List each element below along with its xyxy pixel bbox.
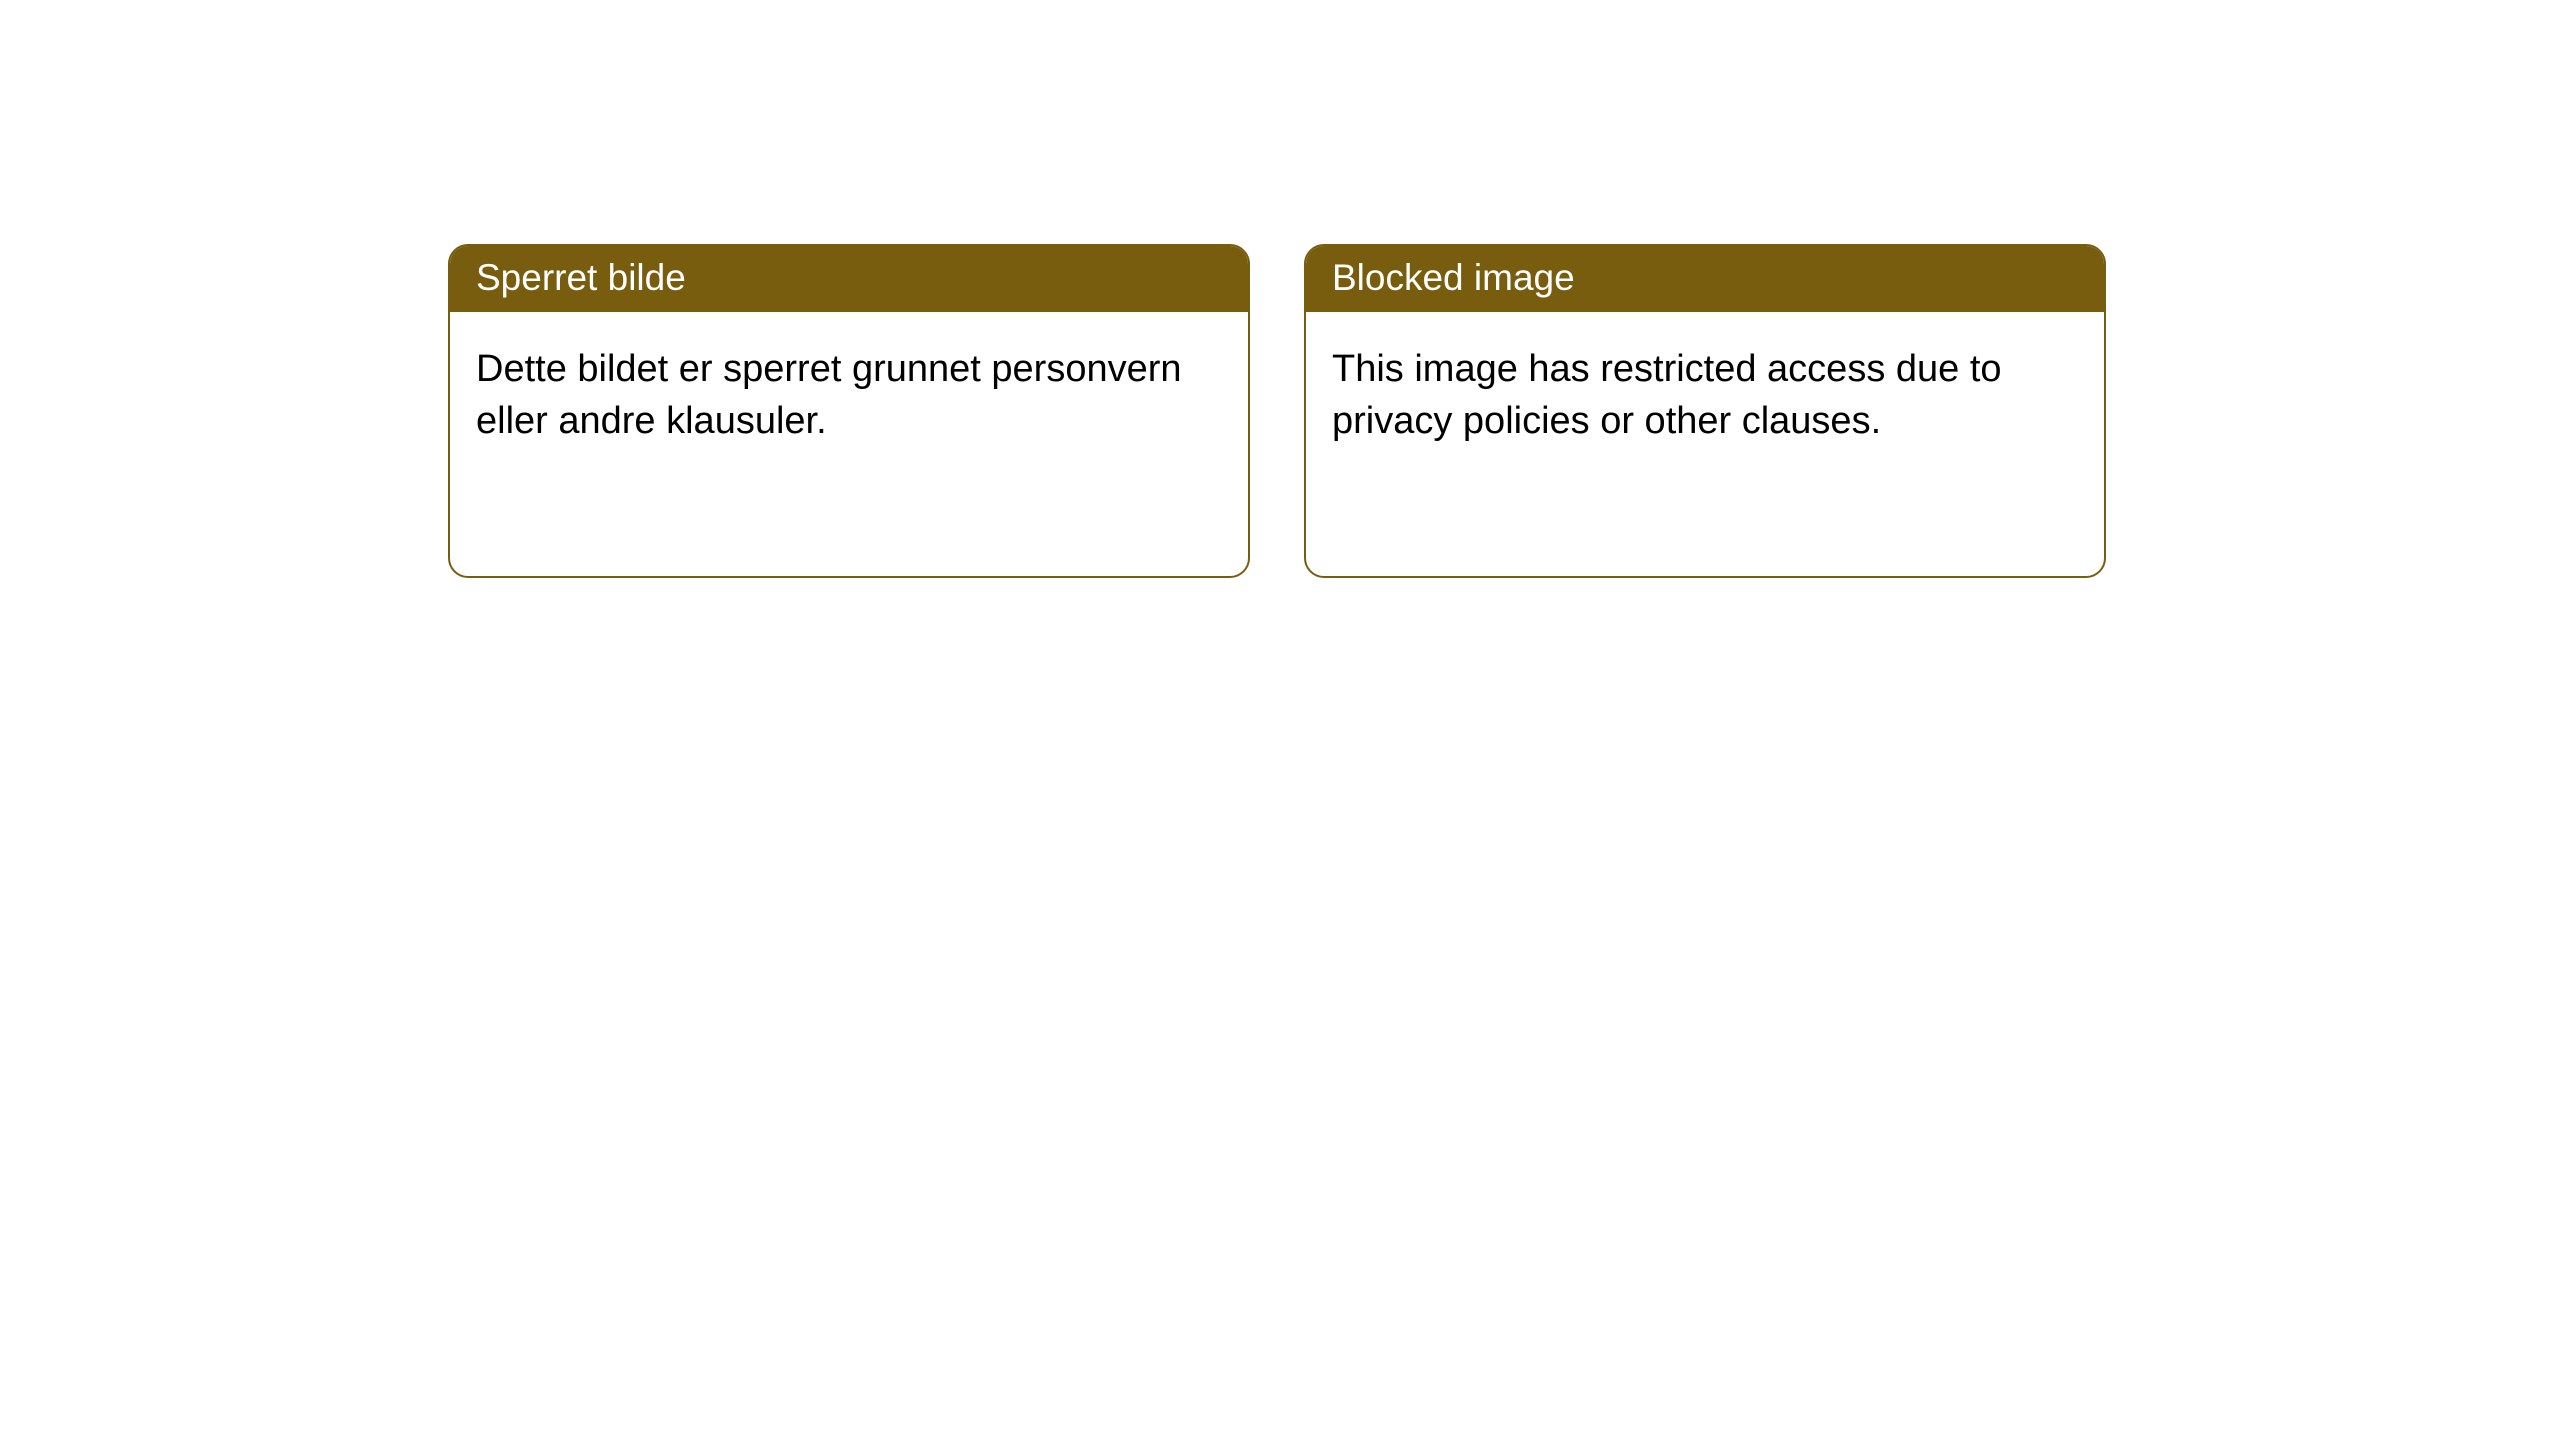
card-body: This image has restricted access due to … (1306, 312, 2104, 479)
card-body: Dette bildet er sperret grunnet personve… (450, 312, 1248, 479)
blocked-image-card-no: Sperret bilde Dette bildet er sperret gr… (448, 244, 1250, 578)
notice-container: Sperret bilde Dette bildet er sperret gr… (0, 0, 2560, 578)
blocked-image-card-en: Blocked image This image has restricted … (1304, 244, 2106, 578)
card-header: Sperret bilde (450, 246, 1248, 312)
card-header: Blocked image (1306, 246, 2104, 312)
